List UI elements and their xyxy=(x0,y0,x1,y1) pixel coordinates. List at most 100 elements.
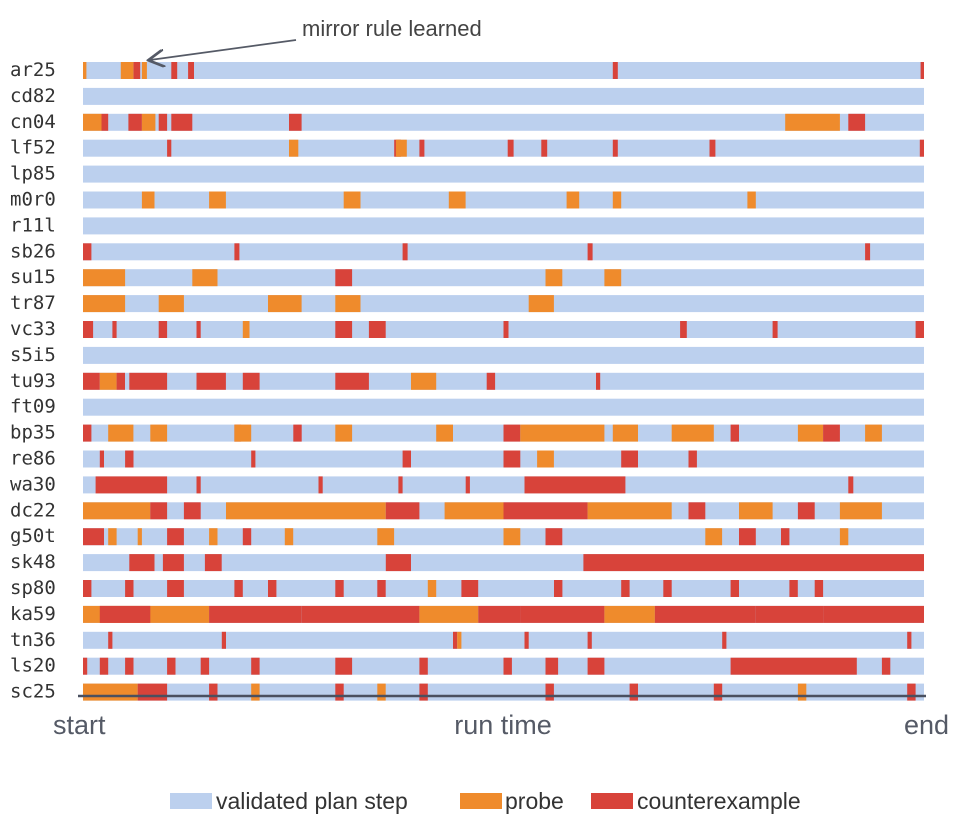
timeline-row-sk48: sk48 xyxy=(10,551,924,573)
counterexample-segment xyxy=(524,476,626,494)
counterexample-segment xyxy=(125,450,134,468)
counterexample-segment xyxy=(83,372,100,390)
counterexample-segment xyxy=(188,62,194,79)
probe-segment xyxy=(587,502,672,520)
row-label: tu93 xyxy=(10,370,56,392)
probe-segment xyxy=(528,295,554,313)
probe-segment xyxy=(120,62,134,79)
counterexample-segment xyxy=(730,424,739,442)
counterexample-segment xyxy=(587,657,605,675)
probe-segment xyxy=(83,62,87,79)
probe-segment xyxy=(604,269,622,287)
counterexample-segment xyxy=(654,605,756,623)
counterexample-segment xyxy=(503,424,521,442)
probe-segment xyxy=(604,605,655,623)
counterexample-segment xyxy=(596,372,601,390)
counterexample-segment xyxy=(251,450,256,468)
probe-segment xyxy=(209,191,226,209)
counterexample-segment xyxy=(587,243,593,261)
probe-segment xyxy=(377,528,395,546)
counterexample-segment xyxy=(865,243,871,261)
probe-segment xyxy=(785,113,840,131)
counterexample-segment xyxy=(398,476,403,494)
x-axis-start-label: start xyxy=(53,710,106,740)
probe-segment xyxy=(83,683,138,701)
probe-segment xyxy=(419,605,479,623)
counterexample-segment xyxy=(125,580,134,597)
row-label: r11l xyxy=(10,214,56,236)
row-label: s5i5 xyxy=(10,344,56,366)
counterexample-segment xyxy=(83,243,92,261)
timeline-row-tu93: tu93 xyxy=(10,370,924,392)
counterexample-segment xyxy=(234,243,240,261)
counterexample-segment xyxy=(789,580,798,597)
counterexample-segment xyxy=(629,683,638,701)
timeline-row-s5i5: s5i5 xyxy=(10,344,924,366)
probe-segment xyxy=(234,424,252,442)
row-label: re86 xyxy=(10,448,56,470)
counterexample-segment xyxy=(545,528,563,546)
counterexample-segment xyxy=(83,528,104,546)
row-label: sb26 xyxy=(10,240,56,262)
counterexample-segment xyxy=(554,580,563,597)
counterexample-segment xyxy=(150,502,168,520)
row-label: cn04 xyxy=(10,111,56,133)
counterexample-segment xyxy=(83,321,94,338)
counterexample-segment xyxy=(171,113,193,131)
counterexample-segment xyxy=(797,502,815,520)
counterexample-segment xyxy=(368,321,386,338)
counterexample-segment xyxy=(268,605,302,623)
counterexample-segment xyxy=(755,605,824,623)
counterexample-segment xyxy=(587,631,592,649)
probe-segment xyxy=(671,424,714,442)
validated-track xyxy=(83,346,924,364)
timeline-row-re86: re86 xyxy=(10,448,924,470)
probe-segment xyxy=(137,528,142,546)
probe-segment xyxy=(284,528,294,546)
counterexample-segment xyxy=(663,580,672,597)
counterexample-segment xyxy=(95,476,168,494)
row-label: bp35 xyxy=(10,422,56,444)
counterexample-segment xyxy=(335,580,344,597)
probe-segment xyxy=(739,502,773,520)
probe-segment xyxy=(395,139,407,157)
counterexample-segment xyxy=(739,528,756,546)
counterexample-segment xyxy=(848,476,854,494)
x-axis-end-label: end xyxy=(904,710,949,740)
counterexample-segment xyxy=(335,372,369,390)
counterexample-segment xyxy=(881,657,891,675)
counterexample-segment xyxy=(478,605,521,623)
probe-segment xyxy=(545,269,563,287)
counterexample-segment xyxy=(524,631,529,649)
counterexample-segment xyxy=(183,502,201,520)
probe-segment xyxy=(83,502,151,520)
timeline-row-su15: su15 xyxy=(10,266,924,288)
counterexample-segment xyxy=(293,424,302,442)
legend-label-counterexample: counterexample xyxy=(637,788,801,814)
probe-segment xyxy=(335,295,361,313)
probe-segment xyxy=(503,528,521,546)
legend-swatch-counterexample xyxy=(591,793,633,809)
probe-segment xyxy=(747,191,756,209)
timeline-row-sc25: sc25 xyxy=(10,681,924,703)
counterexample-segment xyxy=(713,683,723,701)
validated-track xyxy=(83,269,924,287)
counterexample-segment xyxy=(503,450,521,468)
counterexample-segment xyxy=(461,580,479,597)
probe-segment xyxy=(335,424,353,442)
counterexample-segment xyxy=(335,657,353,675)
probe-segment xyxy=(865,424,882,442)
counterexample-segment xyxy=(196,321,201,338)
row-label: tr87 xyxy=(10,292,56,314)
probe-segment xyxy=(612,191,622,209)
legend-swatch-probe xyxy=(460,793,502,809)
probe-segment xyxy=(251,683,260,701)
validated-track xyxy=(83,87,924,105)
counterexample-segment xyxy=(242,528,252,546)
counterexample-segment xyxy=(919,139,924,157)
counterexample-segment xyxy=(158,321,168,338)
counterexample-segment xyxy=(465,476,470,494)
validated-track xyxy=(83,217,924,235)
probe-segment xyxy=(537,450,554,468)
